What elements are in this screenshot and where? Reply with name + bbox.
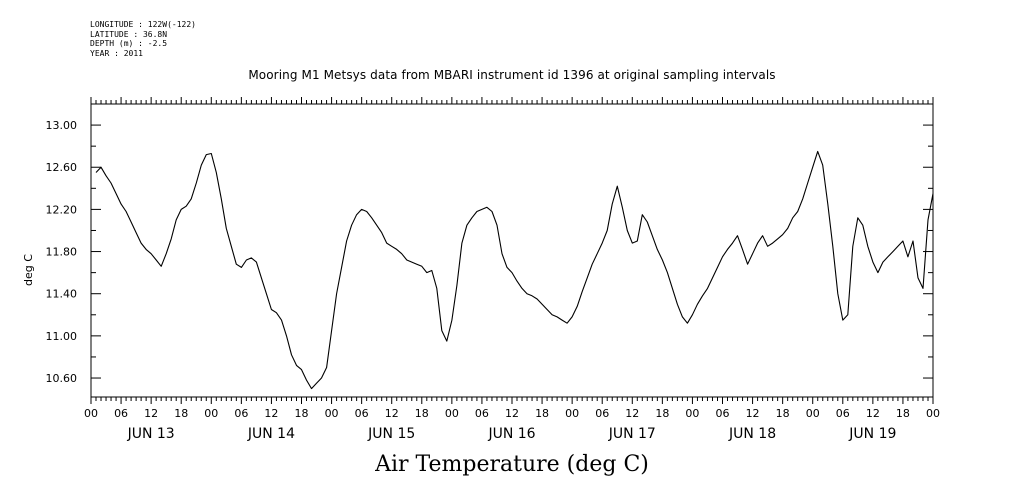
x-tick-label: 00: [685, 407, 699, 420]
x-tick-label: 06: [716, 407, 730, 420]
y-tick-label: 11.80: [46, 246, 78, 259]
x-tick-label: 12: [385, 407, 399, 420]
x-tick-label: 12: [264, 407, 278, 420]
year-text: YEAR : 2011: [90, 48, 143, 58]
depth-text: DEPTH (m) : -2.5: [90, 39, 168, 48]
y-tick-label: 13.00: [46, 119, 78, 132]
plot-frame: [90, 103, 934, 398]
y-tick-label: 10.60: [46, 372, 78, 385]
x-tick-label: 12: [746, 407, 760, 420]
day-label: JUN 16: [487, 426, 535, 442]
x-tick-label: 00: [565, 407, 579, 420]
x-tick-label: 12: [866, 407, 880, 420]
x-tick-label: 06: [595, 407, 609, 420]
y-tick-label: 12.60: [46, 161, 78, 174]
x-tick-label: 00: [84, 407, 98, 420]
x-tick-label: 00: [445, 407, 459, 420]
x-axis-ticks: 00 06 12 18 00 06 12 18 00 06 12 18 00 06 12 18 00 06 12 18…: [84, 97, 940, 442]
x-tick-label: 00: [926, 407, 940, 420]
x-tick-label: 06: [355, 407, 369, 420]
x-tick-label: 00: [204, 407, 218, 420]
mooring-metadata: LONGITUDE : 122W(-122) LATITUDE : 36.8N …: [90, 20, 196, 58]
x-tick-label: 18: [655, 407, 669, 420]
day-label: JUN 13: [127, 426, 175, 442]
x-tick-label: 06: [475, 407, 489, 420]
series-group: [95, 150, 934, 390]
day-label: JUN 14: [247, 426, 295, 442]
y-axis-label: deg C: [22, 254, 35, 286]
temperature-series-line: [95, 150, 934, 390]
x-tick-label: 18: [174, 407, 188, 420]
chart-caption: Air Temperature (deg C): [375, 452, 649, 477]
chart-title: Mooring M1 Metsys data from MBARI instru…: [248, 68, 776, 82]
x-tick-label: 00: [806, 407, 820, 420]
x-tick-label: 00: [325, 407, 339, 420]
day-label: JUN 17: [608, 426, 656, 442]
x-tick-label: 12: [144, 407, 158, 420]
x-tick-label: 18: [535, 407, 549, 420]
x-tick-label: 12: [625, 407, 639, 420]
latitude-text: LATITUDE : 36.8N: [90, 29, 168, 39]
y-axis-ticks: 13.00 12.60 12.20 11.80 11.40 11.00 10.60: [46, 119, 933, 385]
day-label: JUN 15: [367, 426, 415, 442]
y-tick-label: 11.00: [46, 330, 78, 343]
y-tick-label: 11.40: [46, 288, 78, 301]
x-tick-label: 18: [776, 407, 790, 420]
x-tick-label: 18: [295, 407, 309, 420]
x-tick-label: 18: [415, 407, 429, 420]
longitude-text: LONGITUDE : 122W(-122): [90, 20, 196, 29]
x-tick-label: 12: [505, 407, 519, 420]
day-label: JUN 18: [728, 426, 776, 442]
day-label: JUN 19: [848, 426, 896, 442]
x-tick-label: 18: [896, 407, 910, 420]
x-tick-label: 06: [114, 407, 128, 420]
y-tick-label: 12.20: [46, 203, 78, 216]
x-tick-label: 06: [836, 407, 850, 420]
x-tick-label: 06: [234, 407, 248, 420]
